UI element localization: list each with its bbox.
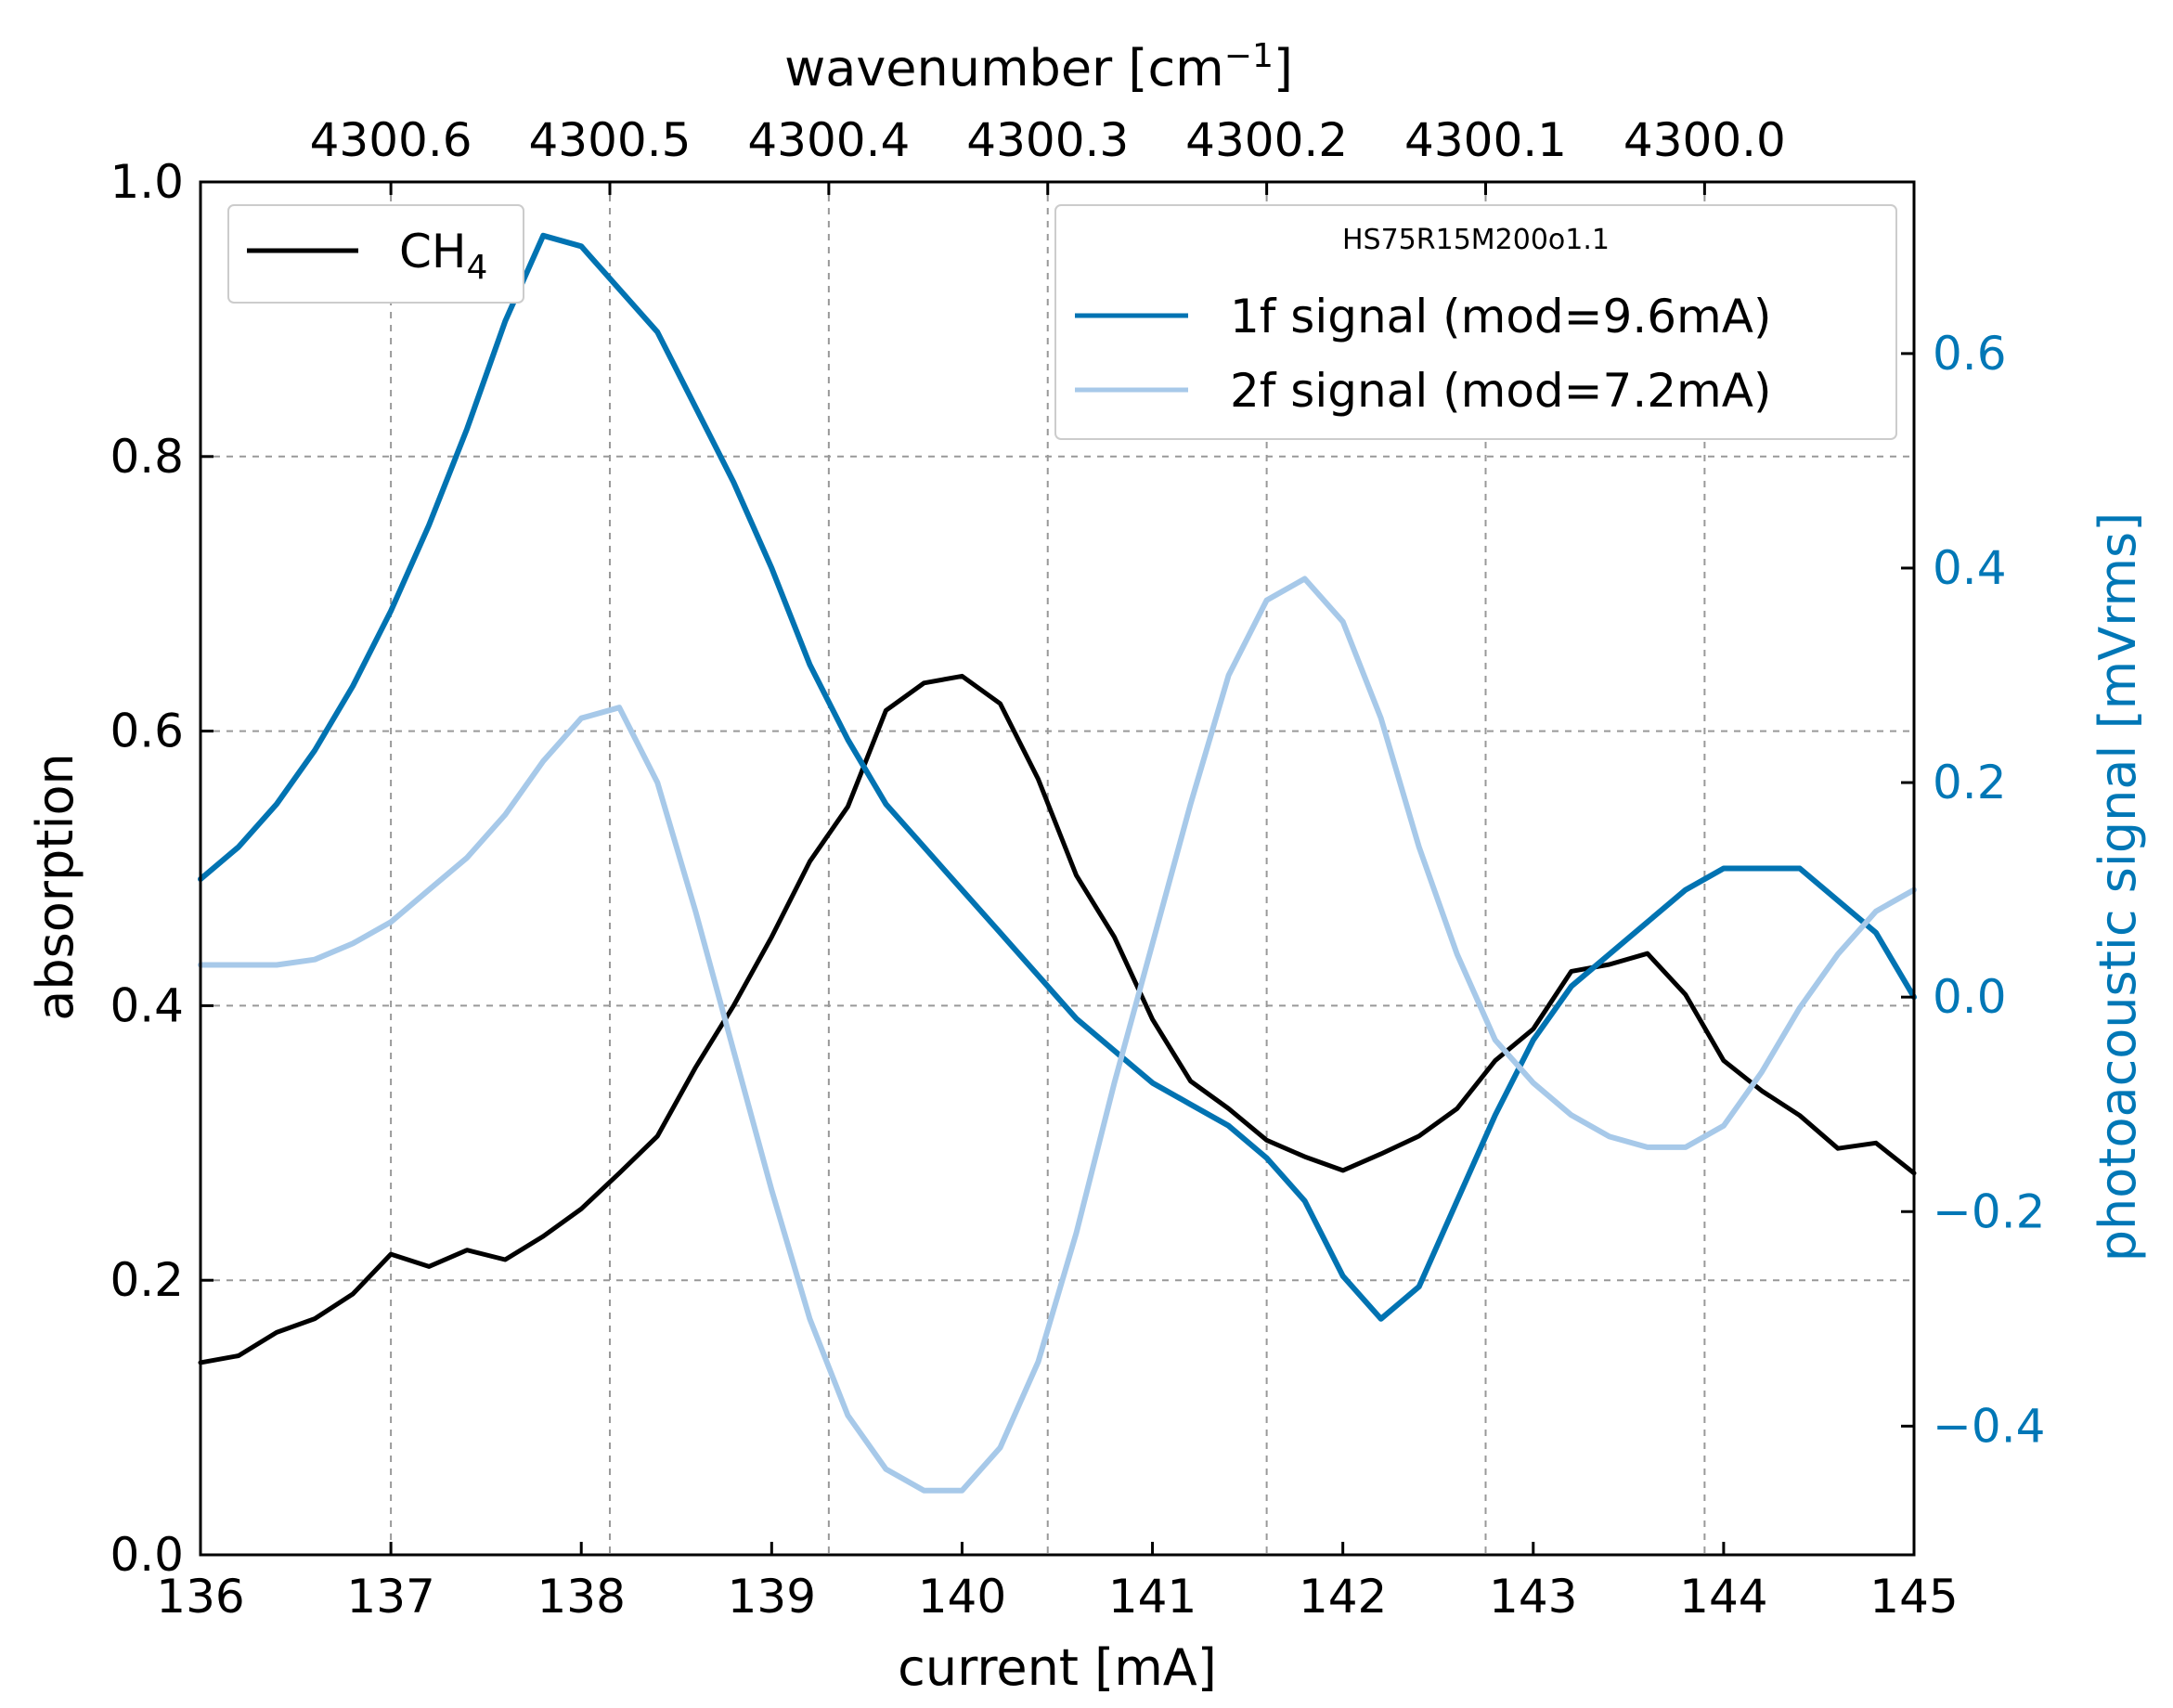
series-1f-line	[198, 232, 1917, 1322]
y-tick-label-left: 0.4	[110, 978, 184, 1032]
x-tick-label: 144	[1679, 1570, 1767, 1624]
top-tick-label: 4300.4	[747, 113, 910, 167]
y-tick-label-right: 0.0	[1933, 970, 2007, 1024]
x-tick-label: 145	[1869, 1570, 1958, 1624]
legend-ch4-label: CH4	[399, 225, 487, 287]
top-tick-label: 4300.2	[1185, 113, 1348, 167]
series-2f-line	[198, 576, 1917, 1494]
y-tick-label-right: 0.2	[1933, 756, 2007, 809]
y-tick-label-right: 0.6	[1933, 327, 2007, 381]
top-tick-label: 4300.5	[529, 113, 692, 167]
legend-left: CH4	[227, 204, 524, 304]
legend-title: HS75R15M200o1.1	[1342, 224, 1610, 256]
legend-left-box	[227, 204, 524, 304]
x-tick-label: 142	[1299, 1570, 1387, 1624]
y-tick-label-left: 0.2	[110, 1253, 184, 1307]
x-axis-title: current [mA]	[898, 1638, 1217, 1697]
x-tick-label: 139	[728, 1570, 816, 1624]
top-axis-title-end: ]	[1274, 39, 1293, 97]
ticks-layer: 136 137 138 139 140 141 142 143 144 145 4300.6 4300…	[110, 113, 2045, 1624]
legend-right: HS75R15M200o1.1 1f signal (mod=9.6mA) 2f…	[1054, 204, 1897, 440]
top-axis-title-sup: −1	[1224, 37, 1274, 75]
y-tick-label-right: 0.4	[1933, 541, 2007, 595]
top-tick-label: 4300.3	[966, 113, 1129, 167]
top-tick-label: 4300.0	[1623, 113, 1786, 167]
legend-right-box	[1054, 204, 1897, 440]
y-tick-label-left: 0.6	[110, 705, 184, 758]
series-ch4-line	[198, 673, 1917, 1365]
legend-ch4-label-sub: 4	[467, 249, 488, 287]
y-tick-label-left: 1.0	[110, 155, 184, 209]
legend-2f-label: 2f signal (mod=7.2mA)	[1230, 364, 1771, 418]
series-layer	[198, 232, 1917, 1494]
y-tick-label-right: −0.4	[1933, 1399, 2045, 1453]
top-axis-title-main: wavenumber [cm	[784, 39, 1224, 97]
y-tick-label-left: 0.0	[110, 1528, 184, 1582]
y-tick-label-right: −0.2	[1933, 1184, 2045, 1238]
x-tick-label: 137	[346, 1570, 434, 1624]
top-tick-label: 4300.1	[1404, 113, 1567, 167]
y-tick-label-left: 0.8	[110, 430, 184, 484]
x-tick-label: 140	[918, 1570, 1006, 1624]
x-tick-label: 138	[537, 1570, 626, 1624]
top-tick-label: 4300.6	[310, 113, 472, 167]
x-tick-label: 136	[156, 1570, 244, 1624]
x-tick-label: 141	[1108, 1570, 1196, 1624]
top-axis-title: wavenumber [cm−1]	[784, 37, 1293, 97]
y-axis-right-title: photoacoustic signal [mVrms]	[2089, 512, 2147, 1262]
plot-frame	[199, 180, 1916, 1557]
legend-ch4-label-main: CH	[399, 225, 467, 278]
y-axis-left-title: absorption	[26, 753, 84, 1020]
x-tick-label: 143	[1489, 1570, 1577, 1624]
legend-1f-label: 1f signal (mod=9.6mA)	[1230, 290, 1771, 343]
